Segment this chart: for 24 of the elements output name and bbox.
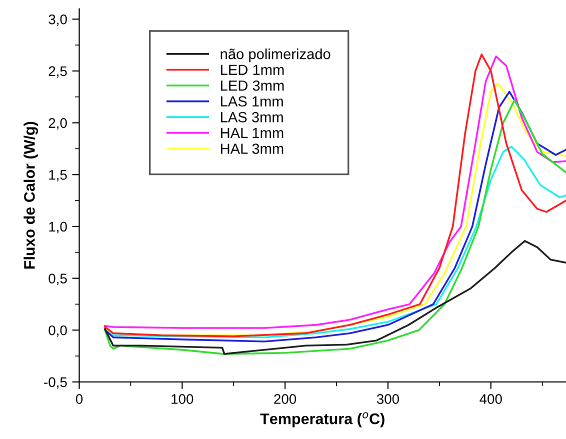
x-tick-label: 400 <box>480 394 502 404</box>
x-tick-label: 100 <box>172 394 194 404</box>
y-tick-label: 1,0 <box>49 222 67 234</box>
x-tick-label: 0 <box>76 394 83 404</box>
legend-label: HAL 3mm <box>221 144 284 154</box>
x-axis-title: Temperatura ($^{o}$C) <box>260 412 384 428</box>
legend-label: LAS 1mm <box>221 96 283 107</box>
y-tick-label: 0,5 <box>48 274 67 286</box>
y-tick-label: 2,5 <box>48 66 67 78</box>
legend-label: LED 1mm <box>221 64 284 75</box>
legend-label: HAL 1mm <box>221 128 284 138</box>
line-series <box>104 146 566 338</box>
y-tick-label: 2,0 <box>48 118 67 130</box>
y-tick-label: 0,0 <box>48 325 67 337</box>
legend-label: não polimerizado <box>220 48 330 62</box>
y-tick-label: 3,0 <box>48 14 67 26</box>
line-series <box>104 240 566 355</box>
y-tick-label: 1,5 <box>49 170 67 182</box>
legend-label: LAS 3mm <box>221 112 283 122</box>
legend-label: LED 3mm <box>221 80 284 91</box>
x-tick-label: 200 <box>274 394 296 404</box>
x-tick-label: 300 <box>376 394 400 404</box>
y-axis-title: Fluxo de Calor (W/g) <box>24 122 38 269</box>
y-tick-label: -0,5 <box>44 377 67 389</box>
